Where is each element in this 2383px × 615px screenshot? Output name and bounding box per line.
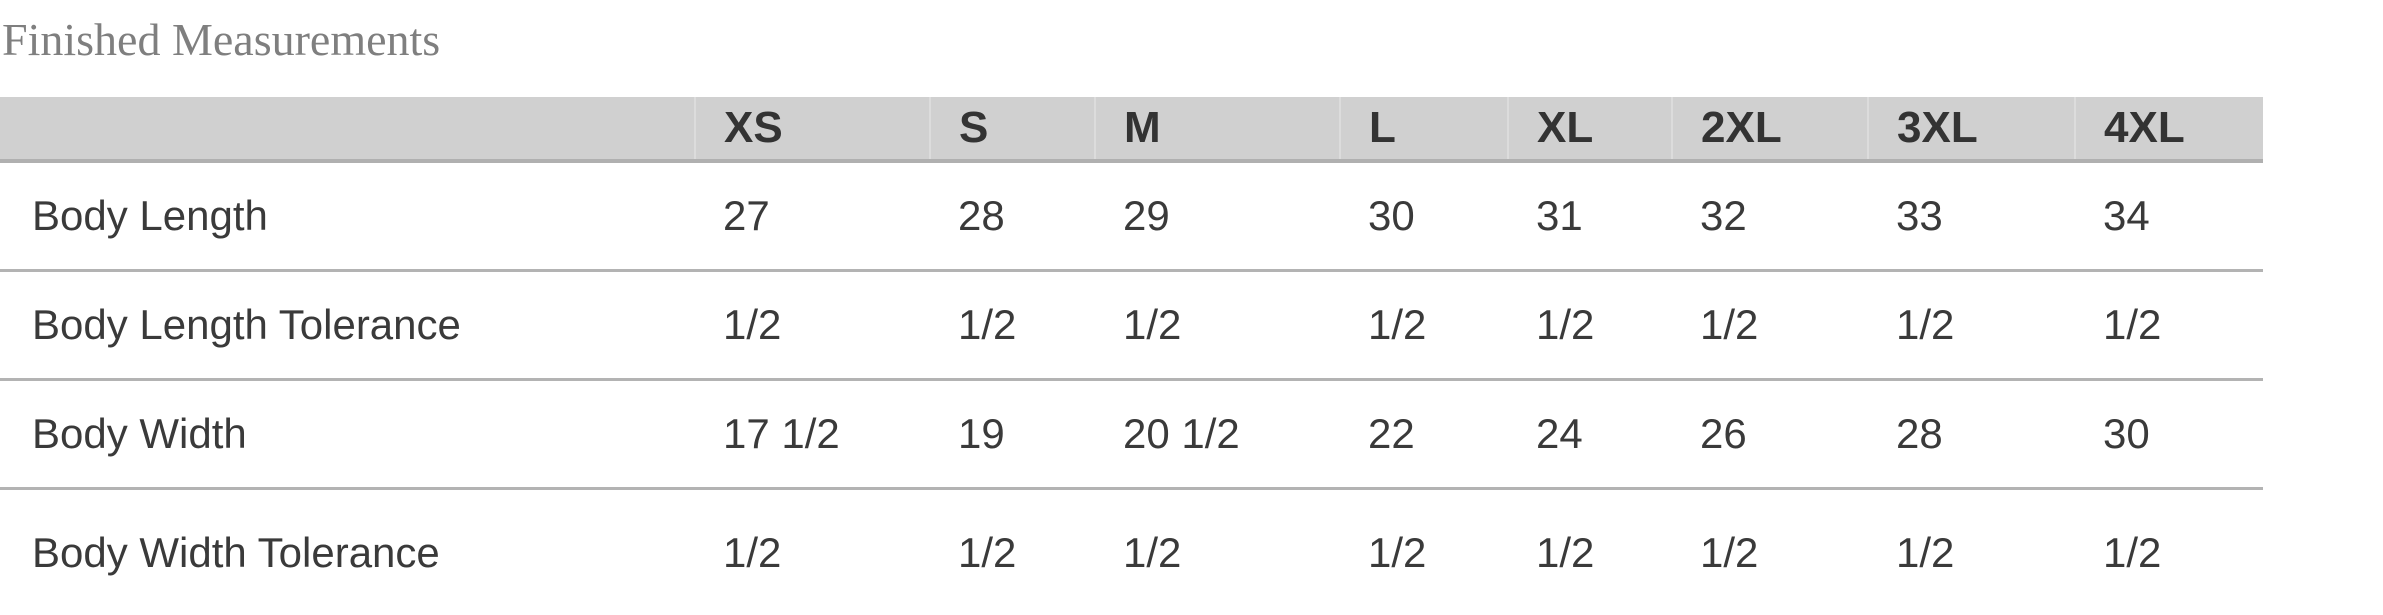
cell-l: 22 bbox=[1340, 379, 1508, 490]
cell-xl: 1/2 bbox=[1508, 488, 1672, 615]
cell-3xl: 1/2 bbox=[1868, 270, 2075, 381]
cell-l: 1/2 bbox=[1340, 488, 1508, 615]
cell-m: 1/2 bbox=[1095, 488, 1340, 615]
section-title: Finished Measurements bbox=[2, 14, 441, 65]
column-header-blank bbox=[0, 97, 696, 163]
column-header-m: M bbox=[1095, 97, 1341, 163]
cell-l: 30 bbox=[1340, 161, 1508, 272]
cell-3xl: 1/2 bbox=[1868, 488, 2075, 615]
column-header-2xl: 2XL bbox=[1672, 97, 1869, 163]
cell-4xl: 34 bbox=[2075, 161, 2263, 272]
table-row-body-width-tolerance: Body Width Tolerance 1/2 1/2 1/2 1/2 1/2… bbox=[0, 488, 2263, 615]
cell-2xl: 32 bbox=[1672, 161, 1868, 272]
table-row-body-length: Body Length 27 28 29 30 31 32 33 34 bbox=[0, 161, 2263, 272]
column-header-4xl: 4XL bbox=[2075, 97, 2263, 163]
column-header-xl: XL bbox=[1508, 97, 1673, 163]
cell-xl: 24 bbox=[1508, 379, 1672, 490]
cell-s: 1/2 bbox=[930, 270, 1095, 381]
column-header-xs: XS bbox=[695, 97, 931, 163]
cell-xs: 1/2 bbox=[695, 270, 930, 381]
cell-4xl: 1/2 bbox=[2075, 270, 2263, 381]
column-header-l: L bbox=[1340, 97, 1509, 163]
column-header-s: S bbox=[930, 97, 1096, 163]
cell-2xl: 1/2 bbox=[1672, 270, 1868, 381]
cell-4xl: 30 bbox=[2075, 379, 2263, 490]
cell-xs: 1/2 bbox=[695, 488, 930, 615]
cell-xl: 1/2 bbox=[1508, 270, 1672, 381]
cell-xs: 17 1/2 bbox=[695, 379, 930, 490]
row-label: Body Width bbox=[0, 379, 695, 490]
cell-2xl: 1/2 bbox=[1672, 488, 1868, 615]
row-label: Body Width Tolerance bbox=[0, 488, 695, 615]
cell-m: 20 1/2 bbox=[1095, 379, 1340, 490]
column-header-3xl: 3XL bbox=[1868, 97, 2076, 163]
header-row: XS S M L XL 2XL 3XL 4XL bbox=[0, 97, 2263, 163]
cell-2xl: 26 bbox=[1672, 379, 1868, 490]
table-row-body-width: Body Width 17 1/2 19 20 1/2 22 24 26 28 … bbox=[0, 379, 2263, 490]
cell-xs: 27 bbox=[695, 161, 930, 272]
cell-s: 19 bbox=[930, 379, 1095, 490]
size-chart-table: XS S M L XL 2XL 3XL 4XL Body Length 27 2… bbox=[0, 97, 2263, 615]
cell-l: 1/2 bbox=[1340, 270, 1508, 381]
row-label: Body Length Tolerance bbox=[0, 270, 695, 381]
cell-xl: 31 bbox=[1508, 161, 1672, 272]
cell-3xl: 33 bbox=[1868, 161, 2075, 272]
cell-s: 1/2 bbox=[930, 488, 1095, 615]
row-label: Body Length bbox=[0, 161, 695, 272]
cell-m: 29 bbox=[1095, 161, 1340, 272]
cell-4xl: 1/2 bbox=[2075, 488, 2263, 615]
cell-3xl: 28 bbox=[1868, 379, 2075, 490]
cell-m: 1/2 bbox=[1095, 270, 1340, 381]
table-row-body-length-tolerance: Body Length Tolerance 1/2 1/2 1/2 1/2 1/… bbox=[0, 270, 2263, 381]
cell-s: 28 bbox=[930, 161, 1095, 272]
